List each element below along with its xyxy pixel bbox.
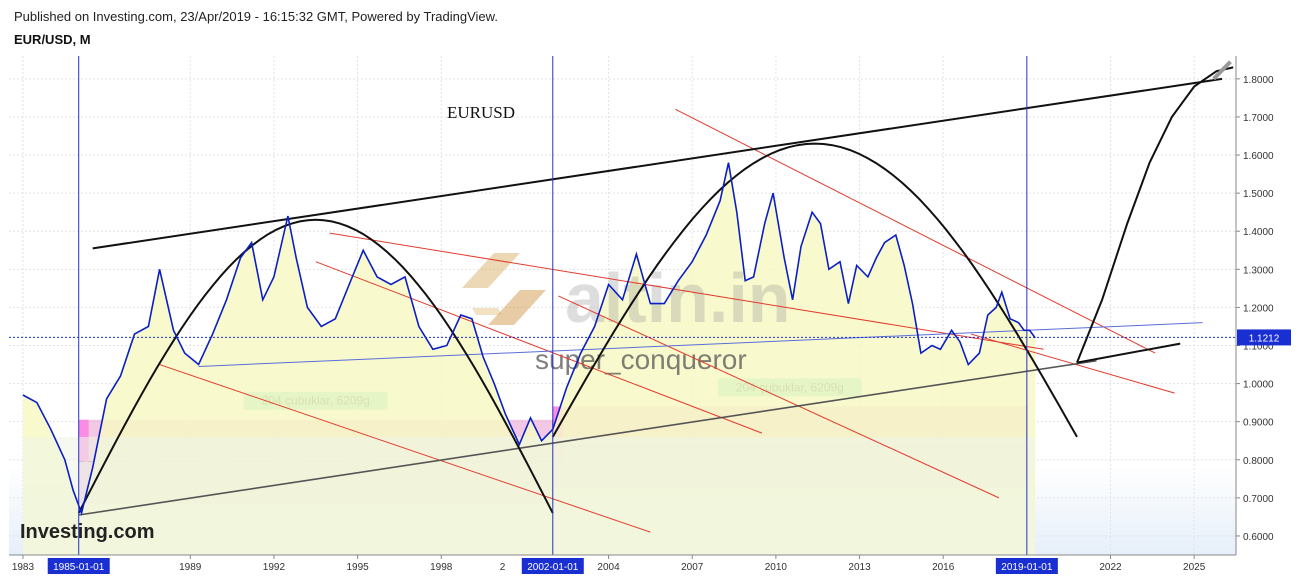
red-trend-line (159, 364, 651, 533)
date-marker-badge (995, 558, 1058, 574)
x-tick-label: 2010 (765, 562, 788, 573)
arc-curve (551, 142, 1078, 438)
y-tick-label: 1.0000 (1243, 380, 1274, 391)
y-tick-label: 1.4000 (1243, 227, 1274, 238)
lower-band-fill (22, 436, 1036, 555)
y-tick-label: 1.7000 (1243, 113, 1274, 124)
arc-curve (77, 218, 554, 514)
date-marker-badge (47, 558, 110, 574)
x-tick-label: 1983 (12, 562, 35, 573)
x-tick-label: 1998 (430, 562, 453, 573)
y-tick-label: 0.8000 (1243, 456, 1274, 467)
projection-curve (1076, 66, 1234, 363)
y-tick-label: 0.6000 (1243, 532, 1274, 543)
published-caption: Published on Investing.com, 23/Apr/2019 … (14, 9, 498, 24)
y-tick-label: 1.6000 (1243, 151, 1274, 162)
red-trend-line (329, 232, 1044, 350)
x-tick-label-partial: 2 (500, 562, 506, 573)
brand-text: Investing.com (20, 521, 154, 543)
x-tick-label: 1995 (346, 562, 369, 573)
current-price-label: 1.1212 (1249, 333, 1280, 344)
y-tick-label: 1.5000 (1243, 189, 1274, 200)
x-tick-label: 1992 (263, 562, 286, 573)
red-trend-line (315, 261, 763, 434)
investing-brand: Investing.com (20, 521, 154, 543)
eurusd-price-line (22, 162, 1036, 516)
black-trend-line (1076, 342, 1181, 364)
chart-title: EURUSD (447, 103, 515, 122)
symbol-title: EUR/USD, M (14, 32, 91, 47)
price-fill (22, 162, 1036, 555)
watermark-user-text: super_conqueror (535, 344, 747, 375)
x-tick-label: 2004 (597, 562, 620, 573)
projection-arrow (1212, 60, 1232, 81)
y-tick-label: 1.3000 (1243, 265, 1274, 276)
red-trend-line (558, 295, 1000, 499)
axes: 0.6000 0.7000 0.8000 0.9000 1.0000 1.1000 1.20… (9, 56, 1291, 574)
x-tick-label: 2025 (1183, 562, 1206, 573)
watermark: altin.in super_conqueror (462, 253, 791, 375)
x-tick-label: 2022 (1099, 562, 1122, 573)
date-marker-label: 2002-01-01 (527, 562, 579, 573)
date-marker-label: 2019-01-01 (1001, 562, 1053, 573)
date-marker-badge (521, 558, 584, 574)
y-tick-label: 0.7000 (1243, 494, 1274, 505)
x-tick-label: 1989 (179, 562, 202, 573)
x-tick-label: 2013 (848, 562, 871, 573)
price-series (9, 162, 1236, 516)
blue-trend-line (198, 322, 1203, 367)
current-price-badge (1237, 329, 1291, 346)
red-trend-line (675, 108, 1156, 354)
watermark-logo-text: altin.in (565, 259, 791, 337)
x-tick-label: 2016 (932, 562, 955, 573)
x-tick-label: 2007 (681, 562, 704, 573)
black-trend-line (78, 359, 1097, 516)
y-tick-label: 0.9000 (1243, 418, 1274, 429)
y-tick-label: 1.2000 (1243, 303, 1274, 314)
date-marker-label: 1985-01-01 (53, 562, 105, 573)
trend-lines (77, 60, 1234, 533)
date-markers (78, 56, 1028, 555)
black-trend-line (92, 77, 1223, 250)
y-tick-label: 1.1000 (1243, 341, 1274, 352)
y-tick-label: 1.8000 (1243, 75, 1274, 86)
